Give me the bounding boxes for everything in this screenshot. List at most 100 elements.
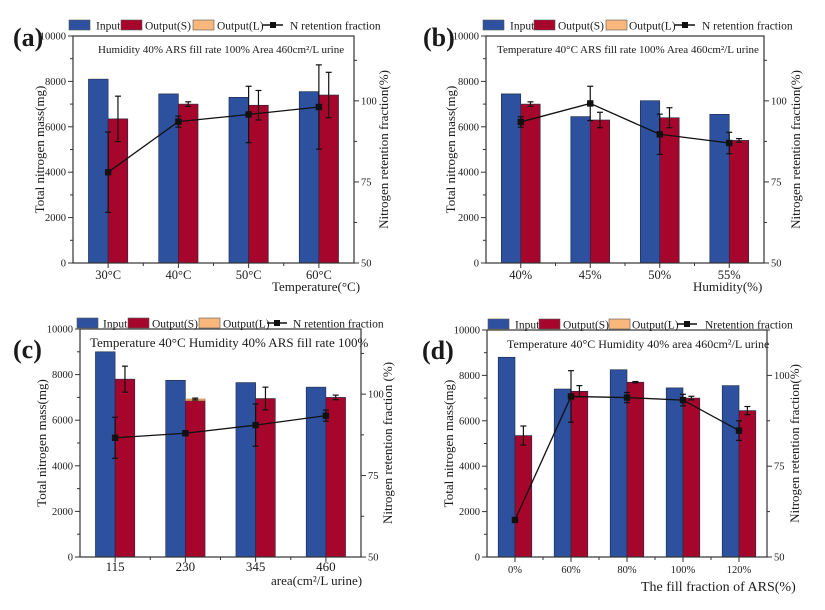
legend-swatch-input <box>482 19 505 31</box>
error-bar-output-s <box>632 380 639 384</box>
retention-marker <box>623 394 631 401</box>
error-bar-output-s <box>520 425 527 446</box>
y-tick-label: 6000 <box>45 122 66 133</box>
bar-output-s <box>728 140 750 264</box>
legend-label: N retention fraction <box>702 21 793 33</box>
retention-marker <box>726 139 733 147</box>
retention-marker <box>175 118 182 125</box>
chart-panel-d: 0 2000 4000 6000 8000 10000 50 75 100 0% 60% 80% 100… <box>422 318 802 595</box>
y-tick-label: 2000 <box>45 213 66 224</box>
y2-tick-label: 100 <box>774 371 790 382</box>
error-bar-output-s <box>735 138 742 143</box>
x-tick-label: 45% <box>579 268 602 282</box>
y-tick-label: 2000 <box>458 213 479 224</box>
bar-output-s <box>248 104 269 264</box>
y-axis-title: Total nitrogen mass(mg) <box>32 86 47 214</box>
bar-input <box>639 100 661 264</box>
y-tick-label: 10000 <box>453 32 479 43</box>
legend-swatch-output-s <box>127 317 150 329</box>
x-tick-label: 30°C <box>95 268 121 282</box>
retention-marker <box>315 103 323 111</box>
y-tick-label: 6000 <box>458 122 479 133</box>
retention-marker <box>245 111 252 118</box>
retention-marker <box>252 421 259 429</box>
bar-output-s <box>520 103 541 264</box>
y-tick-label: 6000 <box>52 416 73 427</box>
y-axis-title: Total nitrogen mass(mg) <box>443 86 458 214</box>
legend-swatch-output-l <box>192 19 215 31</box>
retention-marker <box>567 393 575 400</box>
retention-line <box>107 106 319 173</box>
retention-marker <box>679 396 687 404</box>
y-tick-label: 4000 <box>45 168 66 179</box>
legend-label: N retention fraction <box>293 319 384 331</box>
y2-tick-label: 75 <box>368 471 379 482</box>
bar-input <box>95 351 116 558</box>
error-bar-output-s <box>262 386 269 411</box>
y2-tick-label: 100 <box>771 96 787 107</box>
x-tick-label: 0% <box>508 565 522 576</box>
x-tick-label: 50°C <box>236 268 262 282</box>
bar-input <box>721 385 740 558</box>
x-tick-label: 60% <box>561 565 581 576</box>
bar-output-s <box>114 378 136 558</box>
y2-axis-title: Nitrogen retention fraction(%) <box>788 70 803 229</box>
condition-annotation: Temperature 40°C Humidity 40% ARS fill r… <box>90 335 368 350</box>
y-tick-label: 0 <box>68 553 73 564</box>
legend-swatch-output-s <box>533 19 556 31</box>
legend-swatch-output-l <box>608 318 631 330</box>
bar-output-s <box>626 381 645 558</box>
y-tick-label: 10000 <box>47 325 73 336</box>
x-axis-title: Temperature(°C) <box>272 279 360 294</box>
error-bar-output-s <box>185 101 192 107</box>
error-bar-output-s <box>114 95 121 143</box>
error-bar-output-s <box>325 71 332 119</box>
legend-label: Output(L) <box>629 21 676 33</box>
legend-label: Output(S) <box>152 319 198 331</box>
legend-swatch-retention <box>675 22 695 28</box>
y-tick-label: 2000 <box>52 507 73 518</box>
retention-marker <box>517 118 524 126</box>
chart-panel-b: 0 2000 4000 6000 8000 10000 50 75 100 40% 45% 50% 55… <box>423 19 803 294</box>
y2-tick-label: 50 <box>361 259 372 270</box>
bar-input <box>497 356 516 558</box>
error-bar-output-s <box>121 365 128 393</box>
legend-label: Output(S) <box>145 21 191 33</box>
legend-label: Output(L) <box>223 319 270 331</box>
legend-swatch-retention <box>267 320 287 326</box>
y2-tick-label: 50 <box>774 553 785 564</box>
bar-input <box>709 114 730 264</box>
x-tick-label: 460 <box>316 559 336 574</box>
bar-output-s <box>589 119 611 264</box>
chart-panel-c: 0 2000 4000 6000 8000 10000 50 75 100 115 230 345 46… <box>13 317 395 588</box>
panel-label: (c) <box>13 335 42 364</box>
bar-output-s <box>570 390 589 558</box>
panel-label: (a) <box>13 23 43 52</box>
y-axis-title: Total nitrogen mass(mg) <box>441 380 456 508</box>
retention-marker <box>104 169 112 176</box>
retention-marker <box>111 434 119 441</box>
legend: Input Output(S) Output(L) N retention fract… <box>76 317 384 331</box>
bar-input <box>665 387 684 558</box>
bar-input <box>165 379 186 558</box>
bar-output-s <box>659 117 680 264</box>
legend-label: Input <box>103 319 128 331</box>
legend-label: Output(S) <box>563 320 609 332</box>
bar-input <box>228 96 249 264</box>
y2-axis-title: Nitrogen retention fraction(%) <box>787 364 802 523</box>
retention-marker <box>735 427 743 434</box>
y2-axis-title: Nitrogen retention fraction(%) <box>376 70 391 229</box>
y-tick-label: 0 <box>475 553 480 564</box>
condition-annotation: Temperature 40°C ARS fill rate 100% Area… <box>497 44 759 56</box>
legend-label: Nretention fraction <box>705 320 793 332</box>
y-tick-label: 0 <box>61 259 66 270</box>
error-bar-output-s <box>596 111 603 129</box>
legend-swatch-output-s <box>120 19 143 31</box>
y-tick-label: 4000 <box>459 462 480 473</box>
x-tick-label: 80% <box>617 565 637 576</box>
retention-marker <box>587 100 594 107</box>
retention-marker <box>182 430 189 437</box>
bar-output-s <box>318 94 339 264</box>
legend-swatch-retention <box>263 22 283 28</box>
x-tick-label: 55% <box>718 268 741 282</box>
